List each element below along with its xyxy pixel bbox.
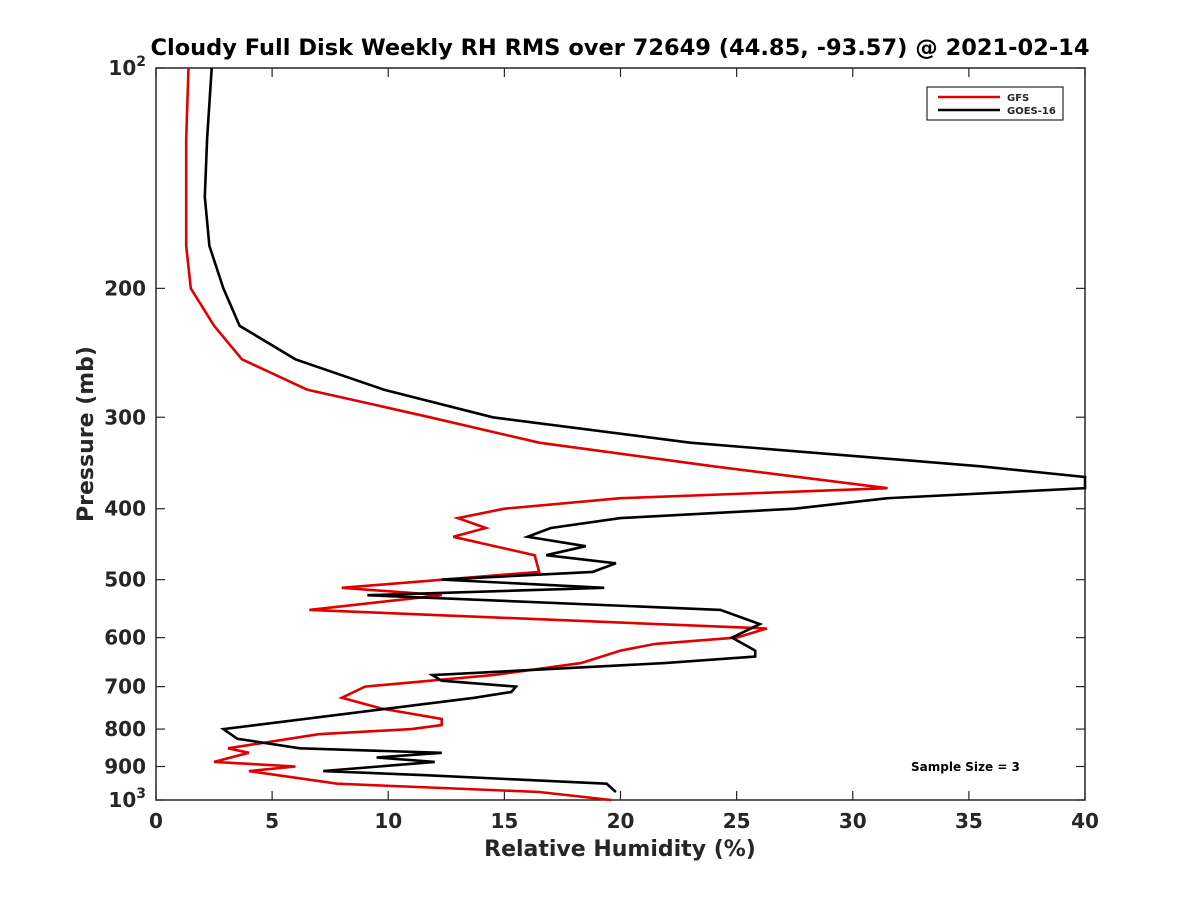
y-tick-label: 700	[104, 675, 146, 699]
x-tick-label: 30	[839, 809, 867, 833]
x-tick-label: 10	[374, 809, 402, 833]
x-axis-label: Relative Humidity (%)	[484, 837, 756, 862]
legend: GFS GOES-16	[926, 86, 1064, 121]
x-axis: 0 5 10 15 20 25 30 35 40	[149, 68, 1099, 833]
y-axis: 102 200 300 400 500 600 700 800 900 103	[104, 54, 1085, 812]
x-tick-label: 15	[490, 809, 518, 833]
series-line-goes-16	[203, 67, 1087, 793]
legend-label-gfs: GFS	[1007, 93, 1029, 104]
x-tick-label: 20	[607, 809, 635, 833]
legend-box	[926, 86, 1064, 121]
y-tick-label: 102	[108, 54, 146, 80]
chart-title: Cloudy Full Disk Weekly RH RMS over 7264…	[150, 35, 1089, 61]
y-tick-label: 500	[104, 568, 146, 592]
y-tick-label: 600	[104, 626, 146, 650]
legend-label-goes16: GOES-16	[1007, 106, 1056, 117]
x-tick-label: 35	[955, 809, 983, 833]
y-tick-label: 300	[104, 405, 146, 429]
x-tick-label: 25	[723, 809, 751, 833]
series-line-gfs	[184, 67, 888, 802]
y-tick-label: 400	[104, 497, 146, 521]
y-tick-label: 900	[104, 755, 146, 779]
sample-size-annotation: Sample Size = 3	[911, 760, 1020, 774]
y-tick-label: 800	[104, 717, 146, 741]
series-lines	[184, 67, 1087, 802]
x-tick-label: 0	[149, 809, 163, 833]
y-tick-label: 200	[104, 276, 146, 300]
x-tick-label: 40	[1071, 809, 1099, 833]
x-tick-label: 5	[265, 809, 279, 833]
y-axis-label: Pressure (mb)	[74, 346, 99, 522]
y-tick-label: 103	[108, 786, 146, 812]
